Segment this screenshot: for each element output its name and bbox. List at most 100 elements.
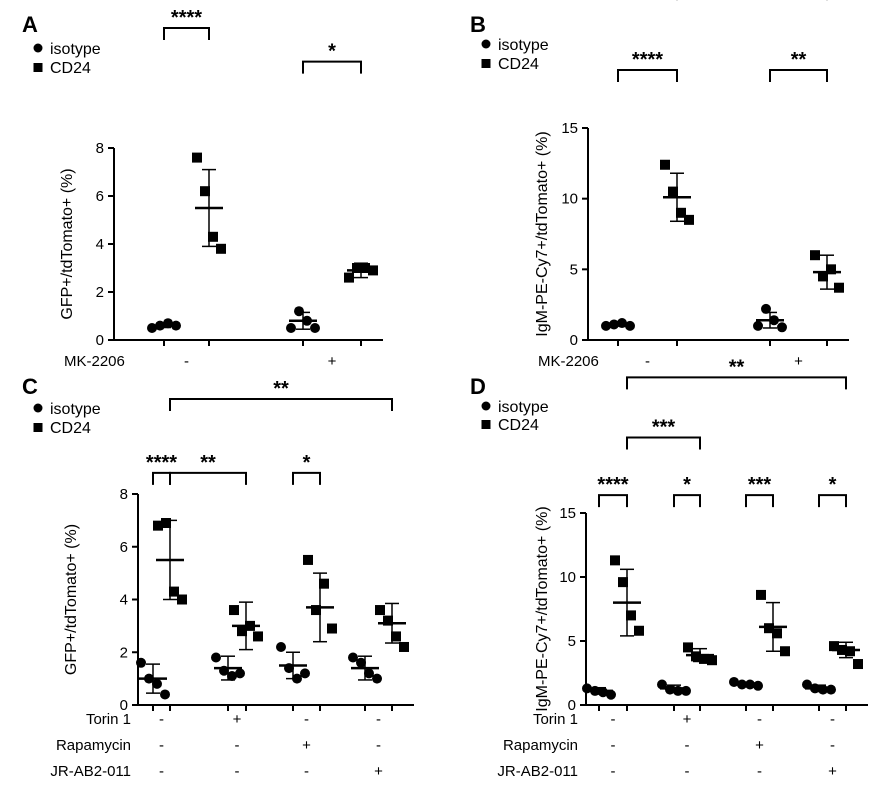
treatment-label: JR-AB2-011 (50, 763, 131, 780)
data-point-isotype (152, 678, 162, 689)
data-point-CD24 (780, 646, 790, 657)
data-point-CD24 (707, 655, 717, 666)
treatment-sign: - (757, 711, 762, 728)
significance-bracket (745, 494, 774, 508)
data-point-CD24 (391, 631, 401, 642)
data-point-isotype (144, 673, 154, 684)
data-point-isotype (227, 670, 237, 681)
data-point-CD24 (375, 605, 385, 616)
data-point-isotype (606, 689, 616, 700)
treatment-label: Torin 1 (533, 711, 578, 728)
treatment-sign: - (757, 763, 762, 780)
data-point-isotype (300, 668, 310, 679)
treatment-sign: + (374, 763, 383, 780)
data-point-CD24 (303, 554, 313, 565)
data-point-isotype (737, 679, 747, 690)
y-tick-label: 6 (96, 188, 104, 205)
legend-label-cd24: CD24 (498, 417, 539, 434)
legend-circle-marker (481, 401, 491, 411)
data-point-CD24 (772, 628, 782, 639)
significance-bracket (302, 60, 362, 74)
treatment-sign: - (235, 737, 240, 754)
y-tick-label: 10 (559, 569, 576, 586)
treatment-sign: - (685, 763, 690, 780)
significance-bracket (292, 471, 321, 485)
significance-label: *** (748, 474, 772, 496)
legend-label-cd24: CD24 (498, 56, 539, 73)
data-point-CD24 (834, 282, 844, 293)
data-point-CD24 (245, 620, 255, 631)
data-point-CD24 (699, 653, 709, 664)
data-point-isotype (235, 668, 245, 679)
significance-label: ** (791, 49, 807, 71)
y-tick-label: 2 (96, 284, 104, 301)
treatment-sign: - (830, 737, 835, 754)
data-point-CD24 (610, 555, 620, 566)
panel-letter: C (22, 374, 38, 399)
data-point-CD24 (344, 272, 354, 283)
data-point-isotype (582, 683, 592, 694)
legend-circle-marker (33, 403, 43, 413)
panel-letter: B (470, 12, 486, 37)
data-point-isotype (665, 684, 675, 695)
y-tick-label: 8 (96, 140, 104, 157)
data-point-isotype (147, 323, 157, 333)
treatment-sign: - (235, 763, 240, 780)
data-point-isotype (211, 652, 221, 663)
data-point-isotype (292, 673, 302, 684)
data-point-CD24 (764, 623, 774, 634)
data-point-isotype (219, 665, 229, 676)
treatment-label: MK-2206 (538, 353, 599, 370)
data-point-CD24 (853, 659, 863, 670)
data-point-isotype (753, 320, 763, 331)
treatment-sign: + (683, 711, 692, 728)
data-point-CD24 (177, 594, 187, 605)
data-point-CD24 (626, 610, 636, 621)
data-point-isotype (617, 318, 627, 329)
significance-label: ** (729, 356, 745, 378)
data-point-CD24 (660, 159, 670, 170)
significance-label: **** (597, 474, 628, 496)
data-point-isotype (753, 680, 763, 691)
data-point-CD24 (845, 646, 855, 657)
data-point-isotype (310, 323, 320, 333)
data-point-CD24 (399, 641, 409, 652)
data-point-isotype (155, 320, 165, 331)
data-point-CD24 (683, 642, 693, 653)
significance-bracket (163, 27, 210, 40)
panel-letter: D (470, 374, 486, 399)
y-axis-title: IgM-PE-Cy7+/tdTomato+ (%) (534, 506, 551, 711)
data-point-isotype (769, 315, 779, 326)
data-point-CD24 (229, 605, 239, 616)
significance-bracket (818, 494, 847, 508)
data-point-isotype (136, 657, 146, 668)
y-axis-title: IgM-PE-Cy7+/tdTomato+ (%) (534, 131, 551, 336)
significance-label: * (683, 474, 691, 496)
y-tick-label: 2 (120, 644, 128, 661)
data-point-CD24 (818, 271, 828, 282)
legend-square-marker (33, 423, 43, 432)
y-tick-label: 5 (570, 261, 578, 278)
treatment-label: Rapamycin (56, 737, 131, 754)
treatment-sign: - (159, 711, 164, 728)
data-point-CD24 (829, 641, 839, 652)
y-tick-label: 0 (570, 332, 578, 349)
treatment-sign: - (159, 737, 164, 754)
y-tick-label: 4 (120, 592, 128, 609)
data-point-CD24 (237, 626, 247, 637)
legend-square-marker (481, 59, 491, 68)
data-point-CD24 (383, 615, 393, 626)
legend-circle-marker (33, 43, 43, 53)
y-tick-label: 5 (568, 633, 576, 650)
significance-label: ** (273, 378, 289, 400)
significance-label: * (829, 474, 837, 496)
treatment-sign: - (645, 353, 650, 370)
data-point-isotype (276, 641, 286, 652)
data-point-isotype (745, 679, 755, 690)
data-point-isotype (729, 676, 739, 687)
data-point-isotype (163, 318, 173, 329)
treatment-sign: - (184, 353, 189, 370)
data-point-CD24 (311, 605, 321, 616)
y-tick-label: 8 (120, 486, 128, 503)
